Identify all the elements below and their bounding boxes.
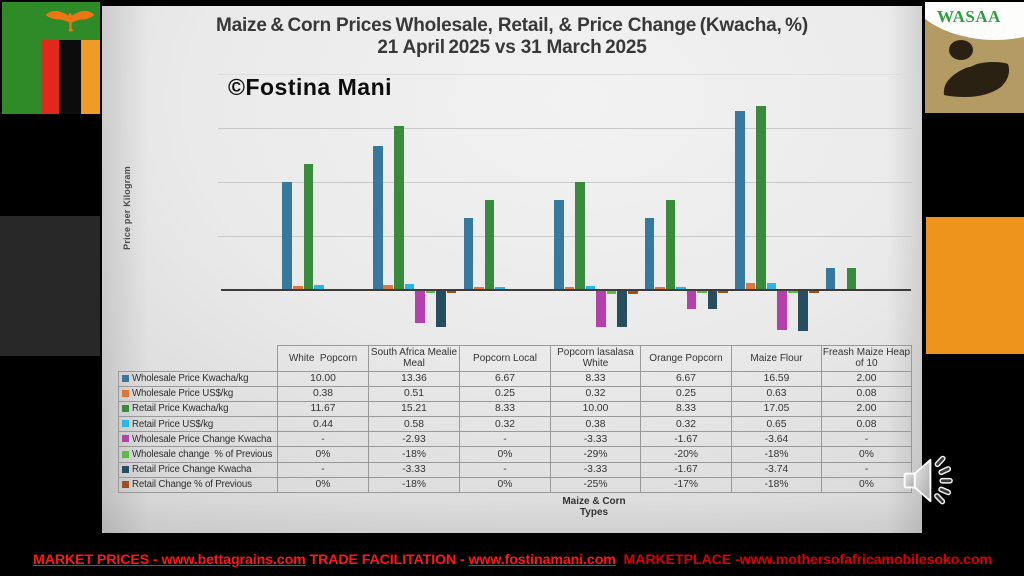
svg-text:WASAA: WASAA — [937, 7, 1001, 26]
